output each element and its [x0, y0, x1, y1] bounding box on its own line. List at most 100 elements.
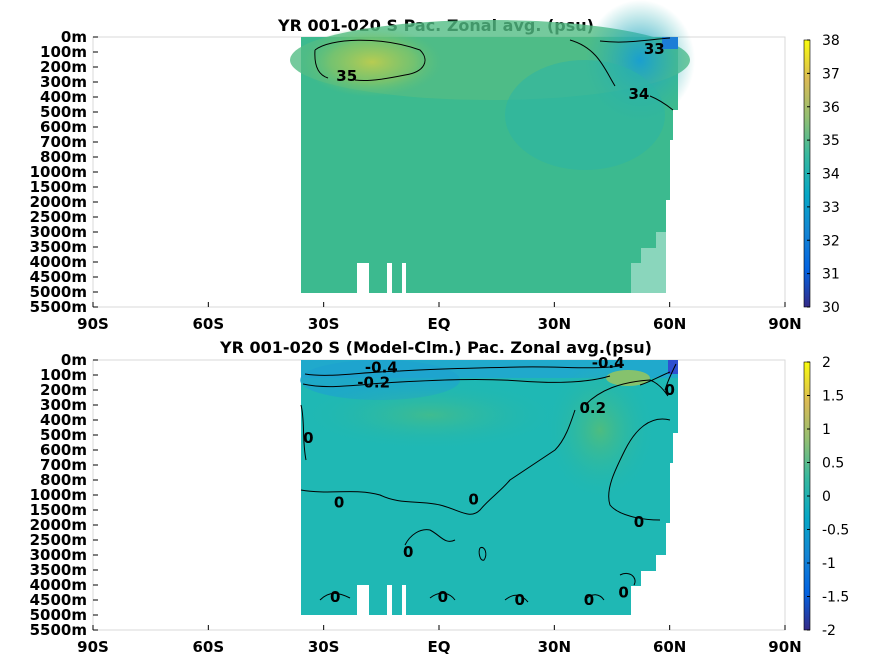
y-tick-label: 600m	[40, 441, 87, 459]
contour-zero-north	[608, 418, 671, 521]
anomaly-fresh-corner	[668, 360, 678, 374]
x-tick-label: EQ	[428, 315, 451, 333]
y-tick-label: 3000m	[30, 546, 87, 564]
salinity-gap-3	[402, 263, 406, 294]
y-tick-label: 1500m	[30, 501, 87, 519]
y-tick-label: 600m	[40, 118, 87, 136]
y-tick-label: 400m	[40, 411, 87, 429]
contour-label: 0	[330, 588, 340, 606]
contour-zero-bottom	[319, 592, 605, 603]
y-tick-label: 0m	[61, 351, 87, 369]
y-tick-label: 500m	[40, 426, 87, 444]
colorbar-tick-label: 32	[822, 233, 840, 249]
x-tick-label: 60S	[192, 315, 224, 333]
contour-zero-small-2	[619, 572, 636, 586]
x-tick-label: 60N	[653, 315, 686, 333]
contour-label: 0	[403, 543, 413, 561]
y-tick-label: 5500m	[30, 298, 87, 316]
contour-33	[599, 37, 671, 43]
contour-label: 0	[303, 429, 313, 447]
contour-label: 0	[584, 591, 594, 609]
colorbar-tick-label: -0.5	[822, 523, 849, 539]
y-tick-label: 300m	[40, 73, 87, 91]
y-tick-label: 100m	[40, 366, 87, 384]
contour-label: -0.2	[357, 374, 390, 392]
y-tick-label: 2000m	[30, 193, 87, 211]
x-tick-label: EQ	[428, 638, 451, 656]
panel-salinity: YR 001-020 S Pac. Zonal avg. (psu)	[92, 0, 786, 308]
axes-2: 90S 60S 30S EQ 30N 60N 90N0m100m200m300m400m50…	[30, 351, 802, 656]
contour-zero-west	[300, 404, 307, 461]
contour-minus04-south	[304, 365, 621, 376]
colorbar-tick-label: 33	[822, 200, 840, 216]
contour-label: 0	[664, 381, 674, 399]
y-tick-label: 3500m	[30, 238, 87, 256]
colorbar-tick-label: 1	[822, 422, 831, 438]
y-tick-label: 1500m	[30, 178, 87, 196]
y-tick-label: 800m	[40, 471, 87, 489]
anomaly-upper-warm	[300, 380, 560, 450]
contour-34	[569, 39, 674, 111]
salinity-deep-band	[301, 180, 666, 293]
contour-label: 0.2	[579, 399, 606, 417]
y-tick-label: 400m	[40, 88, 87, 106]
panel-2-title: YR 001-020 S (Model-Clm.) Pac. Zonal avg…	[219, 338, 652, 357]
salinity-max-lobe	[302, 27, 442, 97]
colorbar-tick-label: 36	[822, 100, 840, 116]
contour-label: 0	[468, 491, 478, 509]
contour-plus02	[584, 379, 669, 406]
contour-label: 0	[334, 494, 344, 512]
colorbar-tick-label: 0	[822, 489, 831, 505]
y-tick-label: 2500m	[30, 531, 87, 549]
colorbar-tick-label: 2	[822, 355, 831, 371]
salinity-gap-1	[357, 263, 369, 294]
x-tick-label: 30S	[308, 638, 340, 656]
salinity-fresh-corner	[662, 37, 678, 49]
x-tick-label: 90N	[768, 315, 801, 333]
panel-anomaly: YR 001-020 S (Model-Clm.) Pac. Zonal avg…	[92, 338, 786, 631]
y-tick-label: 200m	[40, 58, 87, 76]
axes-1: 90S 60S 30S EQ 30N 60N 90N0m100m200m300m400m50…	[30, 28, 802, 333]
x-tick-label: 30N	[538, 638, 571, 656]
x-tick-label: 90S	[77, 315, 109, 333]
colorbar-tick-label: 31	[822, 267, 840, 283]
colorbar-tick-label: 30	[822, 300, 840, 316]
salinity-contours	[314, 37, 674, 111]
contour-zero-small-1	[478, 546, 487, 561]
colorbar-tick-label: 1.5	[822, 389, 844, 405]
salinity-gap-2	[387, 263, 392, 294]
contour-label: 0	[618, 584, 628, 602]
anomaly-north-warm	[545, 360, 655, 500]
salinity-mid-north	[505, 60, 665, 170]
y-tick-label: 4000m	[30, 576, 87, 594]
contour-label: 33	[644, 40, 665, 58]
colorbar-tick-label: 35	[822, 133, 840, 149]
y-tick-label: 700m	[40, 456, 87, 474]
colorbar-tick-label: -1	[822, 556, 836, 572]
y-tick-label: 800m	[40, 148, 87, 166]
contour-label: 0	[634, 513, 644, 531]
colorbar-tick-label: 34	[822, 167, 840, 183]
x-tick-label: 90N	[768, 638, 801, 656]
contour-labels-1: 33 35 34	[336, 40, 664, 103]
anomaly-gap-2	[387, 585, 392, 616]
colorbar-tick-label: -2	[822, 623, 836, 639]
x-tick-label: 60S	[192, 638, 224, 656]
y-tick-label: 3000m	[30, 223, 87, 241]
y-tick-label: 2500m	[30, 208, 87, 226]
y-tick-label: 3500m	[30, 561, 87, 579]
y-tick-label: 5000m	[30, 283, 87, 301]
contour-label: 0	[515, 591, 525, 609]
salinity-field	[290, 0, 695, 294]
colorbar-tick-label: 0.5	[822, 456, 844, 472]
anomaly-max-core	[606, 370, 650, 386]
y-tick-label: 4500m	[30, 591, 87, 609]
y-tick-label: 4500m	[30, 268, 87, 286]
x-tick-label: 60N	[653, 638, 686, 656]
y-tick-label: 1000m	[30, 486, 87, 504]
contour-zero-mid	[404, 529, 456, 546]
y-tick-label: 0m	[61, 28, 87, 46]
contour-zero-deep	[300, 409, 576, 515]
